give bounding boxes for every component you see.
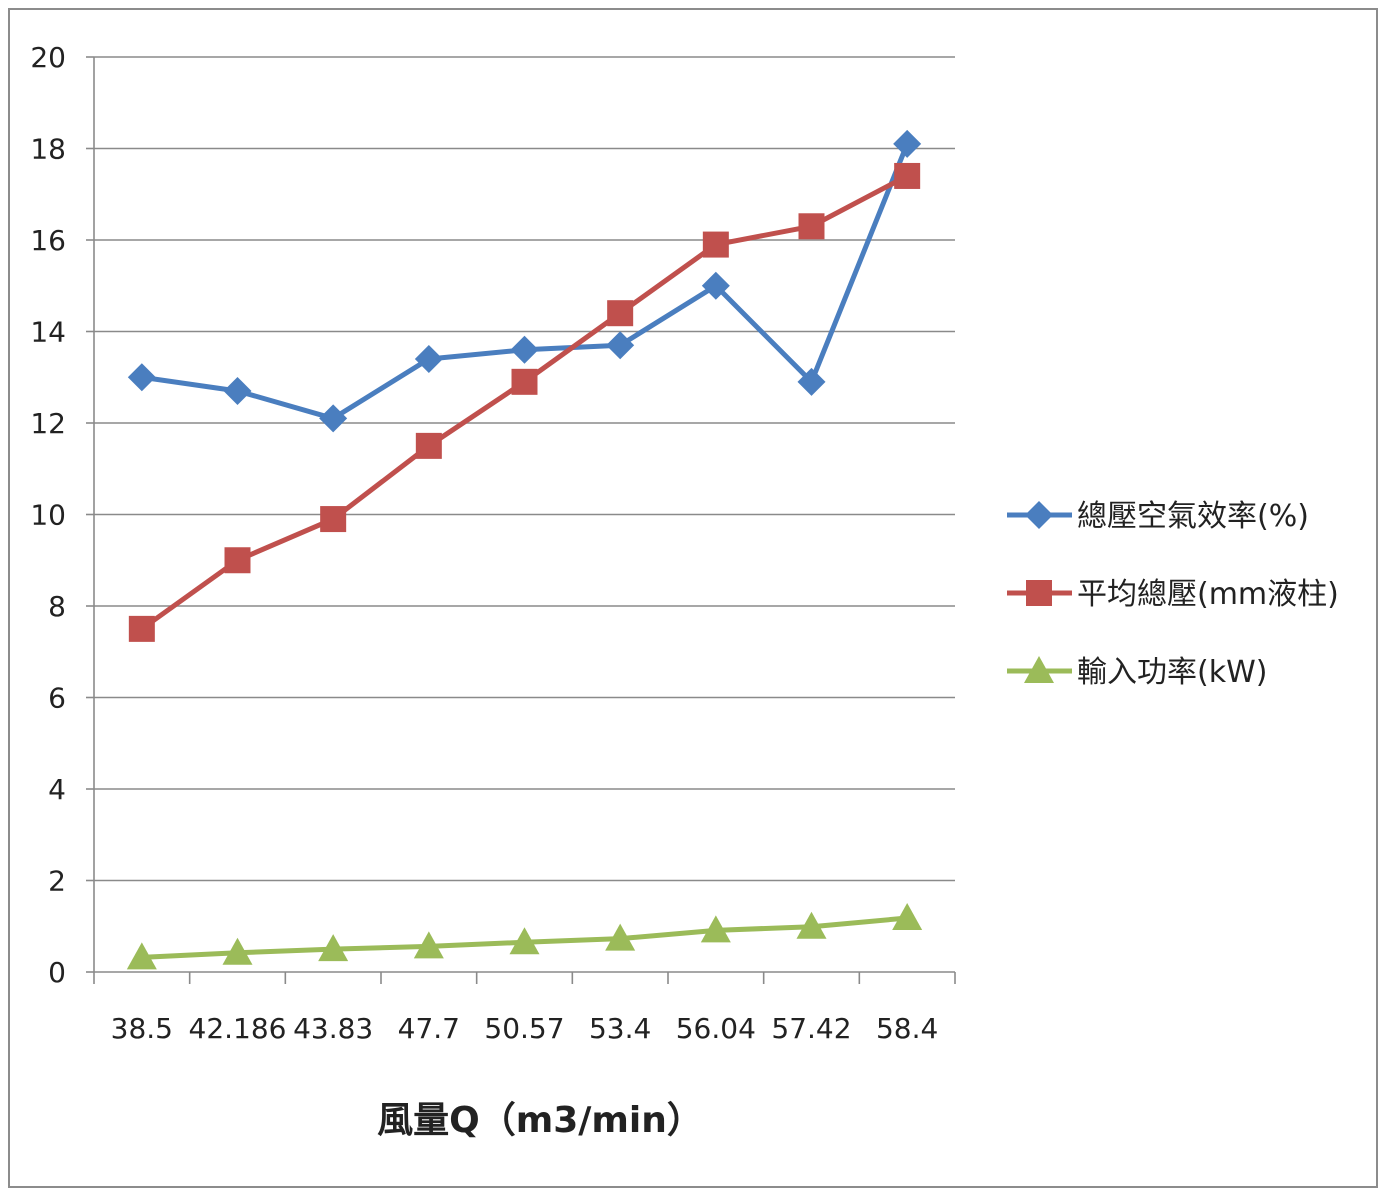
data-point bbox=[605, 923, 636, 951]
legend-entry: 平均總壓(mm液柱) bbox=[1007, 577, 1339, 612]
legend-marker bbox=[1026, 580, 1052, 606]
legend: 總壓空氣效率(%) 平均總壓(mm液柱) 輸入功率(kW) bbox=[1007, 499, 1339, 690]
series-1 bbox=[127, 129, 922, 433]
data-point bbox=[797, 367, 826, 396]
legend-entry: 輸入功率(kW) bbox=[1007, 655, 1267, 690]
data-point bbox=[320, 506, 347, 533]
data-point bbox=[892, 903, 923, 931]
data-point bbox=[798, 213, 825, 240]
legend-label: 總壓空氣效率(%) bbox=[1077, 499, 1309, 534]
data-point bbox=[511, 368, 538, 395]
data-point bbox=[796, 911, 827, 939]
y-tick-label: 12 bbox=[30, 407, 66, 440]
data-point bbox=[700, 915, 731, 943]
series-2 bbox=[128, 162, 921, 642]
x-tick-label: 47.7 bbox=[398, 1012, 460, 1045]
y-tick-label: 18 bbox=[30, 133, 66, 166]
data-point bbox=[510, 335, 539, 364]
legend-marker bbox=[1024, 656, 1054, 683]
data-point bbox=[128, 615, 155, 642]
data-point bbox=[224, 547, 251, 574]
x-tick-label: 53.4 bbox=[589, 1012, 651, 1045]
data-point bbox=[893, 129, 922, 158]
series-3 bbox=[126, 903, 923, 970]
legend-entry: 總壓空氣效率(%) bbox=[1007, 499, 1309, 534]
data-point bbox=[318, 934, 349, 962]
y-tick-label: 16 bbox=[30, 224, 66, 257]
data-point bbox=[319, 404, 348, 433]
data-point bbox=[607, 300, 634, 327]
y-tick-label: 6 bbox=[48, 682, 66, 715]
data-point bbox=[126, 942, 157, 970]
data-point bbox=[413, 931, 444, 959]
x-axis-label: 風量Q（m3/min） bbox=[377, 1100, 703, 1141]
series-lines bbox=[126, 129, 923, 970]
y-tick-label: 4 bbox=[48, 773, 66, 806]
y-tick-label: 14 bbox=[30, 316, 66, 349]
legend-label: 平均總壓(mm液柱) bbox=[1077, 577, 1339, 612]
data-point bbox=[223, 376, 252, 405]
x-tick-label: 58.4 bbox=[876, 1012, 938, 1045]
chart-frame bbox=[8, 8, 1378, 1188]
y-tick-label: 2 bbox=[48, 865, 66, 898]
data-point bbox=[894, 162, 921, 189]
legend-marker bbox=[1025, 501, 1053, 529]
series-line bbox=[140, 173, 909, 631]
y-tick-labels: 0 2 4 6 8 10 12 14 16 18 20 bbox=[30, 41, 66, 989]
y-tick-label: 10 bbox=[30, 499, 66, 532]
data-point bbox=[606, 331, 635, 360]
data-point bbox=[701, 271, 730, 300]
data-point bbox=[127, 363, 156, 392]
data-point bbox=[415, 432, 442, 459]
data-point bbox=[222, 937, 253, 965]
data-point bbox=[414, 344, 443, 373]
y-tick-label: 8 bbox=[48, 590, 66, 623]
x-tick-label: 50.57 bbox=[484, 1012, 564, 1045]
x-tick-label: 43.83 bbox=[293, 1012, 373, 1045]
legend-label: 輸入功率(kW) bbox=[1077, 655, 1267, 690]
x-tick-label: 42.186 bbox=[189, 1012, 287, 1045]
data-point bbox=[509, 927, 540, 955]
x-tick-labels: 38.5 42.186 43.83 47.7 50.57 53.4 56.04 57.42 58… bbox=[111, 1012, 939, 1045]
axes bbox=[86, 56, 956, 984]
x-tick-label: 56.04 bbox=[676, 1012, 756, 1045]
gridlines bbox=[94, 56, 955, 882]
x-tick-label: 38.5 bbox=[111, 1012, 173, 1045]
x-tick-label: 57.42 bbox=[771, 1012, 851, 1045]
y-tick-label: 0 bbox=[48, 956, 66, 989]
y-tick-label: 20 bbox=[30, 41, 66, 74]
data-point bbox=[702, 231, 729, 258]
